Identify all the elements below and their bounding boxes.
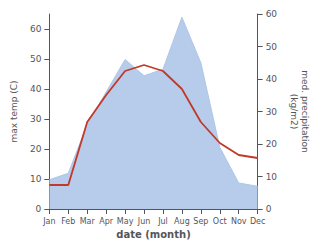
svg-text:Apr: Apr [99, 217, 114, 226]
svg-text:Jul: Jul [157, 217, 168, 226]
svg-text:30: 30 [266, 107, 278, 117]
svg-text:Aug: Aug [174, 217, 190, 226]
svg-text:Dec: Dec [250, 217, 265, 226]
svg-text:10: 10 [30, 174, 42, 184]
svg-text:May: May [117, 217, 134, 226]
svg-text:0: 0 [266, 204, 272, 214]
svg-text:30: 30 [30, 114, 42, 124]
svg-text:20: 20 [266, 139, 278, 149]
svg-text:med. precipitation: med. precipitation [300, 70, 310, 152]
svg-text:40: 40 [266, 74, 278, 84]
svg-text:Jan: Jan [42, 217, 55, 226]
svg-text:date (month): date (month) [116, 229, 190, 240]
svg-text:max temp (C): max temp (C) [9, 80, 19, 142]
svg-text:Jun: Jun [137, 217, 151, 226]
svg-text:60: 60 [266, 9, 278, 19]
svg-text:Nov: Nov [231, 217, 247, 226]
svg-text:40: 40 [30, 84, 42, 94]
svg-text:20: 20 [30, 144, 42, 154]
svg-text:50: 50 [266, 42, 278, 52]
svg-text:(kg/m2): (kg/m2) [289, 94, 299, 129]
svg-text:Sep: Sep [193, 217, 208, 226]
svg-text:Feb: Feb [61, 217, 75, 226]
svg-text:Oct: Oct [213, 217, 227, 226]
svg-text:50: 50 [30, 54, 42, 64]
svg-text:60: 60 [30, 24, 42, 34]
svg-text:10: 10 [266, 172, 278, 182]
svg-text:Mar: Mar [80, 217, 96, 226]
svg-text:0: 0 [36, 204, 42, 214]
